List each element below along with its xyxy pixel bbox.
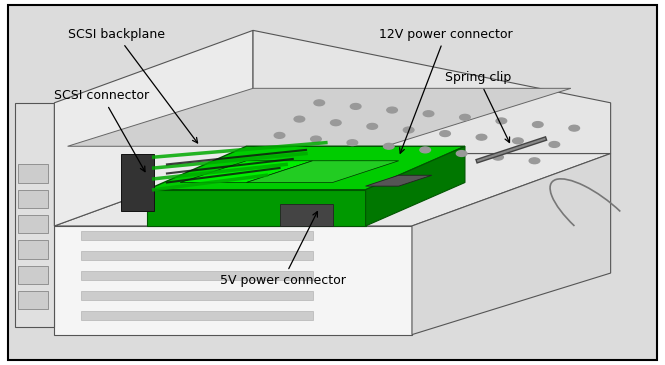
Circle shape bbox=[533, 122, 543, 127]
Polygon shape bbox=[247, 161, 399, 182]
Text: SCSI backplane: SCSI backplane bbox=[68, 28, 198, 143]
Bar bbox=[18, 164, 48, 182]
Bar bbox=[81, 291, 313, 300]
Circle shape bbox=[420, 147, 430, 153]
Circle shape bbox=[440, 131, 450, 137]
FancyBboxPatch shape bbox=[8, 5, 657, 360]
Bar bbox=[18, 241, 48, 258]
Polygon shape bbox=[366, 175, 432, 186]
Text: SCSI connector: SCSI connector bbox=[55, 89, 150, 172]
Circle shape bbox=[350, 104, 361, 110]
Polygon shape bbox=[180, 161, 313, 182]
Text: Spring clip: Spring clip bbox=[445, 71, 511, 142]
Circle shape bbox=[404, 127, 414, 133]
Bar bbox=[81, 251, 313, 260]
Polygon shape bbox=[412, 154, 610, 335]
Bar bbox=[18, 266, 48, 284]
Circle shape bbox=[423, 111, 434, 116]
Circle shape bbox=[311, 136, 321, 142]
Circle shape bbox=[513, 138, 523, 144]
Polygon shape bbox=[55, 154, 610, 226]
Polygon shape bbox=[366, 146, 465, 226]
Polygon shape bbox=[15, 103, 55, 327]
Circle shape bbox=[549, 142, 560, 147]
Bar bbox=[81, 231, 313, 241]
Circle shape bbox=[493, 154, 503, 160]
Polygon shape bbox=[55, 30, 253, 226]
Polygon shape bbox=[253, 30, 610, 154]
Circle shape bbox=[569, 125, 579, 131]
Bar bbox=[81, 311, 313, 320]
Bar bbox=[18, 215, 48, 233]
Circle shape bbox=[476, 134, 487, 140]
Polygon shape bbox=[55, 226, 412, 335]
Circle shape bbox=[331, 120, 341, 126]
Circle shape bbox=[387, 107, 398, 113]
Bar bbox=[18, 291, 48, 309]
Circle shape bbox=[460, 114, 470, 120]
Circle shape bbox=[456, 151, 467, 157]
Polygon shape bbox=[279, 204, 332, 226]
Text: 12V power connector: 12V power connector bbox=[379, 28, 513, 153]
Circle shape bbox=[529, 158, 540, 164]
Bar bbox=[18, 190, 48, 208]
Circle shape bbox=[367, 123, 378, 129]
Circle shape bbox=[384, 143, 394, 149]
Circle shape bbox=[496, 118, 507, 124]
Circle shape bbox=[274, 132, 285, 138]
Circle shape bbox=[347, 140, 358, 146]
Text: 5V power connector: 5V power connector bbox=[220, 212, 346, 287]
Polygon shape bbox=[147, 190, 366, 226]
Polygon shape bbox=[147, 146, 465, 190]
Bar bbox=[81, 271, 313, 280]
Polygon shape bbox=[68, 88, 571, 146]
Circle shape bbox=[294, 116, 305, 122]
Polygon shape bbox=[120, 154, 154, 211]
Circle shape bbox=[314, 100, 325, 106]
